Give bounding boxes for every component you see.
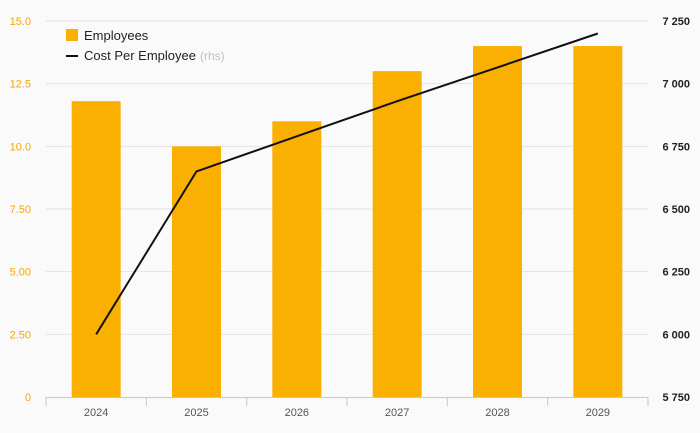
x-tick-label: 2029 [586,407,610,419]
line-series [95,32,599,335]
bar-2024 [71,101,121,398]
bar-2028 [473,46,522,398]
right-y-tick-label: 5 750 [662,392,690,404]
svg-text:Cost Per Employee(rhs): Cost Per Employee (rhs) [84,48,225,63]
right-y-axis: 5 750 6 000 6 250 6 500 6 750 7 000 7 250 [662,16,690,404]
left-y-tick-label: 2.50 [10,329,31,341]
right-y-tick-label: 7 250 [662,16,690,28]
x-tick-label: 2025 [184,407,208,419]
legend-label-employees: Employees [84,28,149,43]
right-y-tick-label: 6 750 [662,141,690,153]
x-axis: 2024 2025 2026 2027 2028 2029 [45,397,649,419]
left-y-axis: 0 2.50 5.00 7.50 10.0 12.5 15.0 [10,16,31,404]
left-y-tick-label: 10.0 [10,141,31,153]
gridlines [46,20,648,335]
left-y-tick-label: 7.50 [10,204,31,216]
legend-label-rhs-note: (rhs) [200,49,225,63]
left-y-tick-label: 5.00 [10,267,31,279]
bar-2029 [573,46,623,398]
bar-series [71,46,623,398]
left-y-tick-label: 15.0 [10,16,31,28]
bar-2027 [372,71,422,397]
right-y-tick-label: 6 000 [662,329,690,341]
right-y-tick-label: 6 250 [662,267,690,279]
right-y-tick-label: 7 000 [662,79,690,91]
right-y-tick-label: 6 500 [662,204,690,216]
x-tick-label: 2028 [485,407,509,419]
bar-2025 [172,146,221,397]
legend-label-cost-per-employee: Cost Per Employee [84,48,196,63]
legend: Employees Cost Per Employee (rhs) [66,28,225,63]
legend-swatch-employees [66,29,78,41]
left-y-tick-label: 12.5 [10,79,31,91]
cost-per-employee-line [95,32,599,335]
left-y-tick-label: 0 [25,392,31,404]
x-tick-label: 2026 [285,407,309,419]
bar-2026 [272,121,322,398]
x-tick-label: 2027 [385,407,409,419]
x-tick-label: 2024 [84,407,108,419]
